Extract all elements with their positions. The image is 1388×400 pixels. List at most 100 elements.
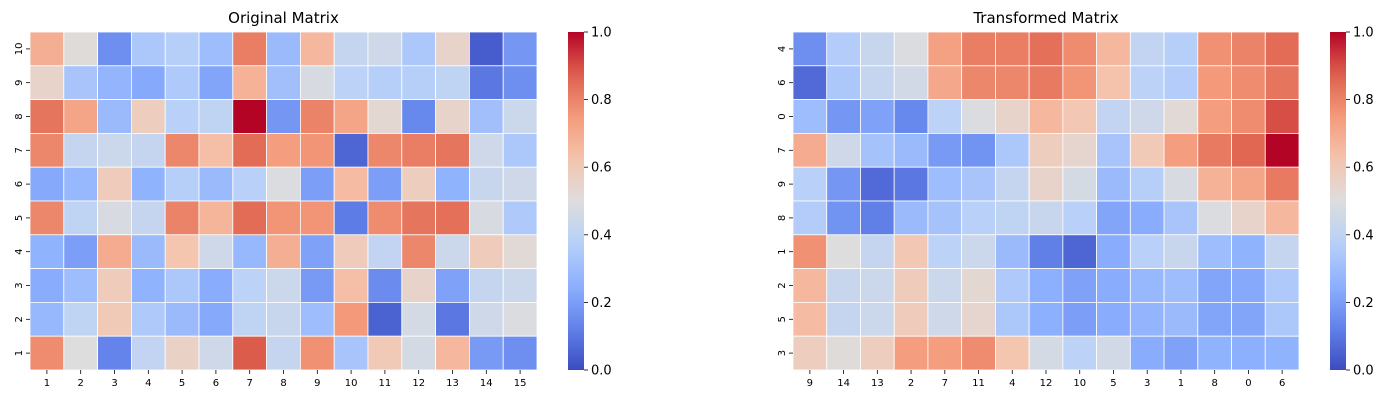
heatmap-cell <box>927 132 963 168</box>
heatmap-cell <box>860 99 895 134</box>
heatmap-cell <box>961 335 996 371</box>
heatmap-cell <box>961 268 996 303</box>
heatmap-cell <box>1231 31 1266 67</box>
heatmap-cell <box>860 65 895 101</box>
heatmap-cell <box>1163 65 1199 101</box>
x-tick-label: 8 <box>1211 378 1217 389</box>
heatmap-cell <box>164 268 200 303</box>
heatmap-cell <box>164 166 200 202</box>
heatmap-cell <box>860 200 895 236</box>
heatmap-cell <box>367 200 403 236</box>
heatmap-cell <box>1163 31 1199 67</box>
heatmap-cell <box>995 166 1030 202</box>
heatmap-cell <box>164 31 200 67</box>
heatmap-cell <box>893 65 929 101</box>
heatmap-cell <box>1129 65 1165 101</box>
heatmap-cell <box>333 166 369 202</box>
heatmap-cell <box>97 99 132 134</box>
heatmap-cell <box>1163 234 1199 270</box>
heatmap-cell <box>401 335 436 371</box>
heatmap-cell <box>927 65 963 101</box>
colorbar <box>1330 32 1346 370</box>
heatmap-cell <box>266 99 301 134</box>
heatmap-cell <box>1096 166 1131 202</box>
heatmap-cell <box>468 234 504 270</box>
heatmap-cell <box>468 99 504 134</box>
heatmap-cell <box>63 65 98 101</box>
heatmap-cell <box>1197 268 1232 303</box>
heatmap-cell <box>1129 234 1165 270</box>
heatmap-cell <box>299 335 335 371</box>
colorbar-tick-label: 0.4 <box>591 228 612 243</box>
heatmap-cell <box>266 268 301 303</box>
heatmap-cell <box>164 301 200 337</box>
heatmap-cell <box>63 99 98 134</box>
heatmap-cell <box>1197 234 1232 270</box>
heatmap-cell <box>367 31 403 67</box>
colorbar-tick-label: 1.0 <box>591 26 612 41</box>
y-tick-label: 5 <box>14 215 25 221</box>
heatmap-cell <box>130 268 166 303</box>
heatmap-cell <box>893 99 929 134</box>
heatmap-cell <box>401 301 436 337</box>
heatmap-cell <box>63 234 98 270</box>
heatmap-cell <box>995 335 1030 371</box>
heatmap-cell <box>333 301 369 337</box>
heatmap-cell <box>63 268 98 303</box>
x-tick-label: 12 <box>1040 378 1053 389</box>
x-tick-label: 7 <box>247 378 253 389</box>
heatmap-cell <box>266 301 301 337</box>
heatmap-cell <box>995 31 1030 67</box>
heatmap-cell <box>401 132 436 168</box>
heatmap-cell <box>401 200 436 236</box>
heatmap-cell <box>63 200 98 236</box>
y-tick-label: 2 <box>777 282 788 288</box>
heatmap-cell <box>29 31 65 67</box>
heatmap-cell <box>401 99 436 134</box>
heatmap-cell <box>792 166 828 202</box>
heatmap-cell <box>961 132 996 168</box>
heatmap-cell <box>893 166 929 202</box>
heatmap-cell <box>1096 132 1131 168</box>
heatmap-cell <box>367 234 403 270</box>
heatmap-cell <box>367 335 403 371</box>
heatmap-cell <box>401 268 436 303</box>
heatmap-cell <box>860 31 895 67</box>
heatmap-cell <box>995 234 1030 270</box>
heatmap-cell <box>367 301 403 337</box>
x-tick-label: 5 <box>179 378 185 389</box>
heatmap-cell <box>1028 31 1064 67</box>
heatmap-cell <box>792 31 828 67</box>
heatmap-cell <box>1231 65 1266 101</box>
heatmap-cell <box>232 200 268 236</box>
heatmap-cell <box>1096 301 1131 337</box>
heatmap-cell <box>232 335 268 371</box>
colorbar-tick-label: 0.2 <box>1353 296 1374 311</box>
heatmap-cell <box>826 234 861 270</box>
heatmap-cell <box>1062 31 1098 67</box>
heatmap-cell <box>1062 335 1098 371</box>
colorbar-tick-label: 0.8 <box>591 93 612 108</box>
heatmap-cell <box>164 132 200 168</box>
heatmap-cell <box>1096 200 1131 236</box>
heatmap-cell <box>1264 166 1300 202</box>
heatmap-cell <box>927 99 963 134</box>
heatmap-cell <box>961 65 996 101</box>
heatmap-cell <box>333 200 369 236</box>
heatmap-cell <box>1062 132 1098 168</box>
heatmap-cell <box>29 268 65 303</box>
heatmap-cell <box>995 200 1030 236</box>
heatmap-cell <box>1197 335 1232 371</box>
heatmap-cell <box>1096 268 1131 303</box>
y-tick-label: 4 <box>14 249 25 255</box>
heatmap-cell <box>198 301 234 337</box>
heatmap-cell <box>299 132 335 168</box>
heatmap-cell <box>1264 132 1300 168</box>
colorbar-tick-label: 0.4 <box>1353 228 1374 243</box>
heatmap-cell <box>97 268 132 303</box>
heatmap-cell <box>1197 99 1232 134</box>
heatmap-cell <box>1062 65 1098 101</box>
heatmap-cell <box>893 335 929 371</box>
